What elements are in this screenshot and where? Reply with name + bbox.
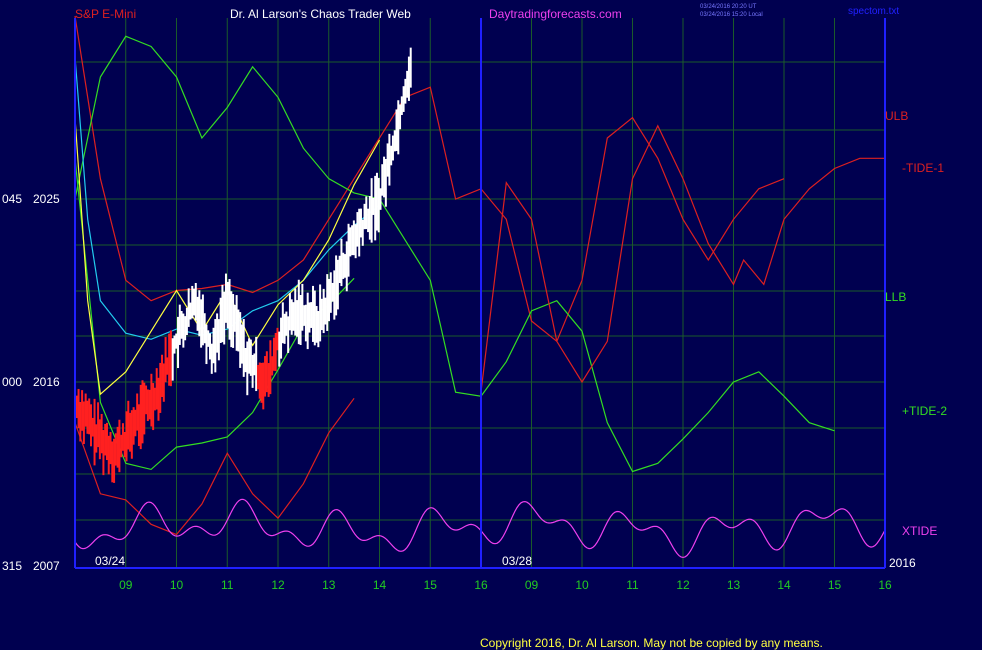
x-hour-ticks: 09 10 11 12 13 14 15 16 09 10 11 12 13 14 15 16	[119, 578, 892, 592]
site-url-link[interactable]: Daytradingforecasts.com	[489, 7, 622, 21]
x-hour-tick-label: 15	[424, 578, 438, 592]
legend-xtide: XTIDE	[902, 524, 937, 538]
legend-tide-1: -TIDE-1	[902, 161, 944, 175]
date-label-0324: 03/24	[95, 554, 125, 568]
x-hour-tick-label: 09	[525, 578, 539, 592]
price-bars	[74, 47, 412, 483]
x-hour-tick-label: 14	[373, 578, 387, 592]
series-line-llb	[74, 35, 835, 473]
x-hour-tick-label: 15	[828, 578, 842, 592]
series-line-lower-envelope	[74, 397, 355, 536]
y-label-left-mid: 000	[2, 375, 22, 389]
y-label-right-top: 2025	[33, 192, 60, 206]
instrument-label: S&P E-Mini	[75, 7, 136, 21]
date-label-0328: 03/28	[502, 554, 532, 568]
x-hour-tick-label: 12	[676, 578, 690, 592]
file-name: spectom.txt	[848, 6, 899, 17]
series-line-fast-average	[74, 117, 381, 396]
x-hour-tick-label: 14	[777, 578, 791, 592]
year-label: 2016	[889, 556, 916, 570]
x-hour-tick-label: 10	[170, 578, 184, 592]
legend-tide-2: +TIDE-2	[902, 404, 947, 418]
x-hour-tick-label: 09	[119, 578, 133, 592]
y-label-left-bottom: 315	[2, 559, 22, 573]
legend-ulb: ULB	[885, 109, 908, 123]
legend-llb: LLB	[885, 290, 906, 304]
copyright-notice: Copyright 2016, Dr. Al Larson. May not b…	[480, 636, 823, 650]
y-label-left-top: 045	[2, 192, 22, 206]
site-title: Dr. Al Larson's Chaos Trader Web	[230, 7, 411, 21]
x-hour-tick-label: 10	[575, 578, 589, 592]
y-label-right-mid: 2016	[33, 375, 60, 389]
x-hour-tick-label: 16	[474, 578, 488, 592]
x-hour-tick-label: 11	[626, 578, 639, 592]
x-hour-tick-label: 12	[271, 578, 285, 592]
timestamp-local: 03/24/2016 15:20 Local	[700, 12, 763, 18]
x-hour-tick-label: 11	[221, 578, 234, 592]
x-hour-tick-label: 16	[878, 578, 892, 592]
timestamp-ut: 03/24/2016 20:20 UT	[700, 4, 757, 10]
chart-axes	[74, 18, 886, 569]
x-hour-tick-label: 13	[727, 578, 741, 592]
series-line-tide-1	[480, 124, 885, 393]
y-label-right-bottom: 2007	[33, 559, 60, 573]
x-hour-tick-label: 13	[322, 578, 336, 592]
